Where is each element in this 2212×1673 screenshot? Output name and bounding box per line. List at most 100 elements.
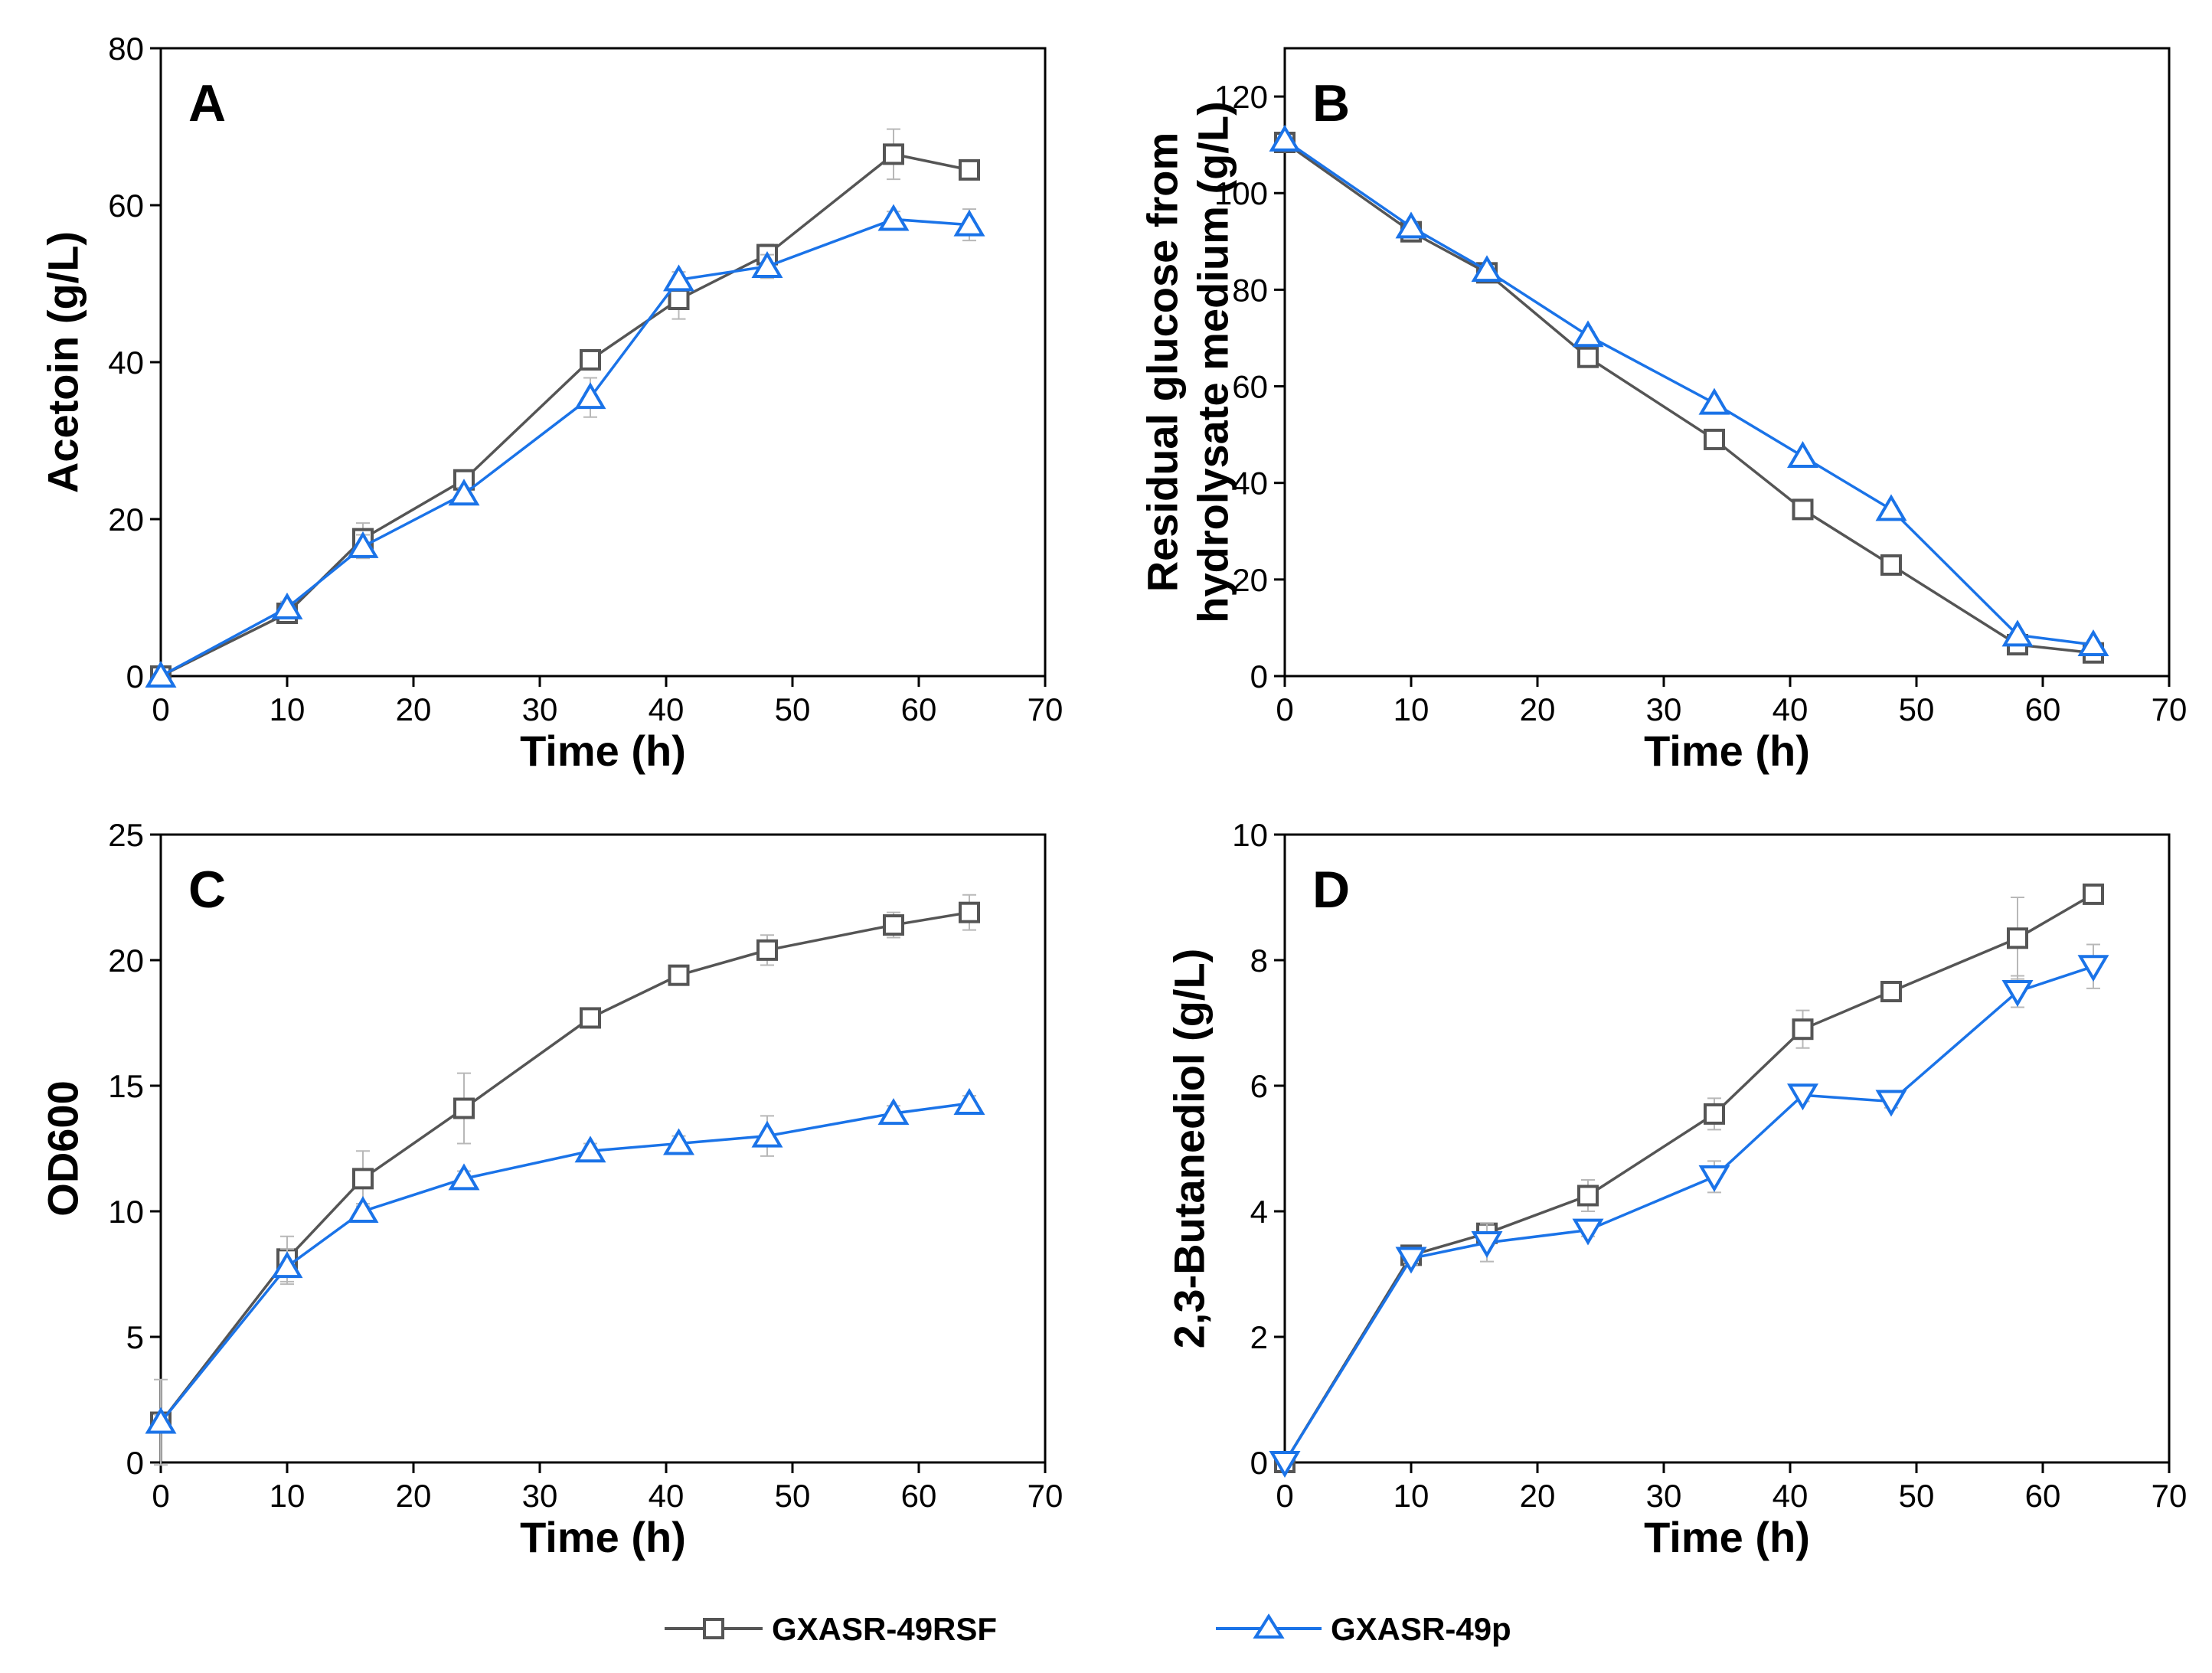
data-point: [953, 1088, 985, 1115]
legend-marker-triangle: [1253, 1613, 1285, 1639]
panel-label: C: [188, 861, 226, 919]
x-tick-label: 0: [1276, 691, 1293, 727]
y-axis-title: Acetoin (g/L): [39, 231, 87, 493]
data-point: [1577, 1184, 1599, 1207]
x-tick-label: 20: [1520, 1478, 1556, 1514]
series-gxasr-49p: [145, 204, 985, 688]
series-gxasr-49p: [1269, 124, 2109, 656]
x-tick-label: 10: [1394, 691, 1429, 727]
data-point: [1792, 1018, 1814, 1041]
data-point: [751, 250, 783, 278]
data-point: [1395, 1247, 1427, 1274]
x-tick-label: 30: [1646, 1478, 1682, 1514]
panel-d: 0 10 20 30 40 50 60 70 0 2 4 6 8 10 Time (h) 2,3-Butane…: [1165, 817, 2187, 1561]
y-tick-label: 6: [1250, 1068, 1268, 1104]
x-tick-label: 20: [1520, 691, 1556, 727]
data-point: [1704, 1103, 1725, 1125]
data-point: [663, 264, 694, 292]
series-gxasr-49rsf: [150, 894, 980, 1466]
data-point: [1792, 498, 1814, 521]
x-tick-label: 40: [1773, 1478, 1808, 1514]
data-point: [668, 289, 690, 310]
legend: GXASR-49RSF GXASR-49p: [665, 1611, 1511, 1647]
data-point: [580, 1007, 601, 1029]
y-tick-label: 20: [108, 502, 144, 538]
panel-a: 0 10 20 30 40 50 60 70 0 20 40 60 80 Time (h) Acetoin …: [39, 31, 1064, 775]
x-tick-label: 10: [270, 691, 305, 727]
series-line: [1283, 893, 2094, 1463]
x-tick-label: 60: [901, 1478, 937, 1514]
data-point: [1704, 428, 1725, 450]
data-point: [1698, 387, 1730, 415]
x-tick-label: 60: [901, 691, 937, 727]
plot-frame: [159, 47, 1047, 678]
series-line: [1283, 965, 2094, 1463]
legend-entry-rsf: GXASR-49RSF: [665, 1611, 997, 1647]
x-tick-label: 40: [649, 1478, 685, 1514]
x-tick-label: 0: [1276, 1478, 1293, 1514]
data-point: [877, 1098, 910, 1126]
y-tick-label: 20: [1232, 562, 1268, 598]
data-point: [347, 531, 379, 558]
y-axis-title: Residual glucose from: [1139, 132, 1187, 593]
x-tick-label: 0: [152, 691, 169, 727]
y-tick-label: 5: [126, 1319, 144, 1355]
data-point: [959, 158, 980, 181]
data-point: [574, 382, 606, 410]
plot-frame: [159, 833, 1047, 1464]
data-point: [1880, 554, 1902, 576]
x-tick-label: 60: [2025, 1478, 2061, 1514]
x-tick-label: 30: [1646, 691, 1682, 727]
data-point: [1880, 981, 1902, 1002]
data-point: [663, 1128, 694, 1155]
x-tick-label: 40: [1773, 691, 1808, 727]
x-tick-label: 50: [775, 1478, 811, 1514]
data-point: [877, 204, 910, 231]
y-axis-title: hydrolysate medium (g/L): [1189, 101, 1237, 622]
data-point: [1269, 124, 1301, 152]
y-tick-label: 10: [1232, 817, 1268, 853]
y-tick-label: 4: [1250, 1194, 1268, 1230]
data-point: [1698, 1165, 1730, 1192]
y-tick-label: 80: [108, 31, 144, 67]
y-tick-label: 60: [108, 188, 144, 224]
data-point: [1471, 1231, 1503, 1258]
x-tick-label: 0: [152, 1478, 169, 1514]
x-tick-label: 70: [2152, 691, 2187, 727]
x-tick-label: 70: [1028, 1478, 1064, 1514]
series-line: [159, 910, 970, 1423]
data-point: [883, 143, 904, 165]
data-point: [145, 661, 177, 688]
data-point: [668, 964, 690, 986]
data-point: [751, 1120, 783, 1148]
series-gxasr-49p: [1269, 943, 2109, 1478]
y-tick-label: 10: [108, 1194, 144, 1230]
x-tick-label: 20: [396, 691, 432, 727]
x-tick-label: 60: [2025, 691, 2061, 727]
data-point: [1471, 255, 1503, 283]
y-tick-label: 0: [126, 1445, 144, 1481]
x-tick-label: 10: [270, 1478, 305, 1514]
legend-entry-p: GXASR-49p: [1216, 1611, 1511, 1647]
x-tick-label: 50: [1899, 1478, 1935, 1514]
legend-label-rsf: GXASR-49RSF: [772, 1611, 997, 1647]
data-point: [959, 901, 980, 923]
data-point: [347, 1196, 379, 1223]
panel-label: B: [1312, 74, 1350, 132]
y-axis-title: 2,3-Butanediol (g/L): [1165, 949, 1214, 1349]
y-tick-label: 20: [108, 943, 144, 979]
data-point: [1787, 441, 1818, 468]
data-point: [448, 1163, 480, 1191]
x-axis-title: Time (h): [520, 1513, 686, 1561]
x-tick-label: 20: [396, 1478, 432, 1514]
data-point: [1269, 1451, 1301, 1478]
x-tick-label: 50: [1899, 691, 1935, 727]
series-line: [1284, 139, 2094, 646]
x-tick-label: 70: [1028, 691, 1064, 727]
data-point: [448, 479, 480, 506]
y-tick-label: 15: [108, 1068, 144, 1104]
y-tick-label: 100: [1214, 175, 1268, 211]
y-tick-label: 8: [1250, 943, 1268, 979]
data-point: [1875, 494, 1907, 521]
